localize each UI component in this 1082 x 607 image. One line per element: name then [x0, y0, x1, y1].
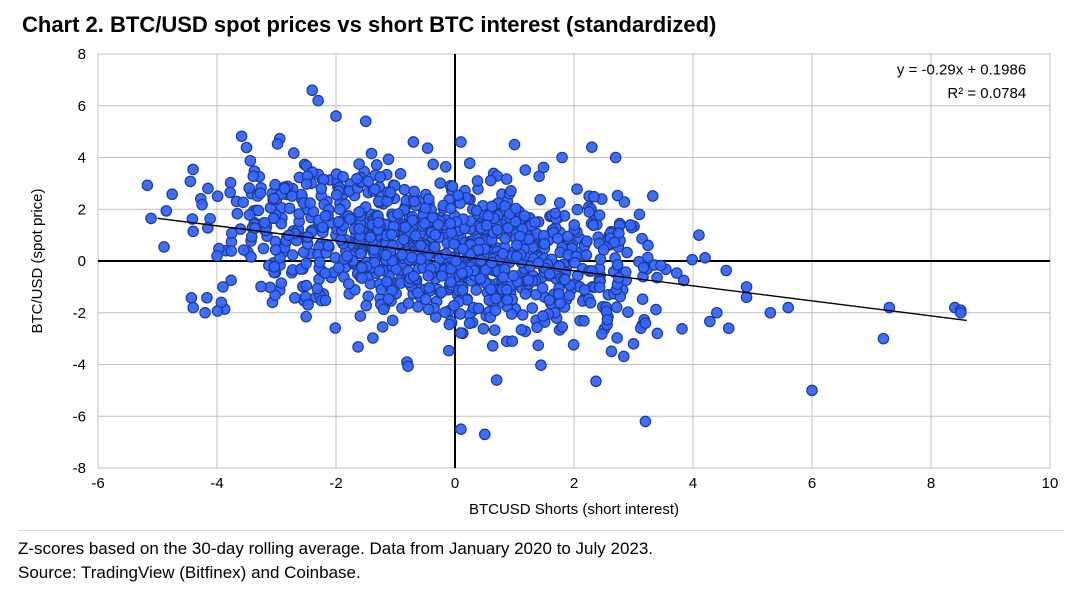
svg-text:4: 4 — [689, 475, 697, 492]
svg-text:-2: -2 — [73, 305, 86, 322]
svg-text:4: 4 — [78, 150, 86, 167]
svg-text:10: 10 — [1042, 475, 1059, 492]
svg-text:8: 8 — [927, 475, 935, 492]
svg-text:y = -0.29x + 0.1986: y = -0.29x + 0.1986 — [897, 62, 1026, 79]
svg-text:-4: -4 — [210, 475, 223, 492]
svg-text:2: 2 — [78, 201, 86, 218]
svg-text:BTCUSD Shorts (short interest): BTCUSD Shorts (short interest) — [469, 501, 679, 518]
svg-text:-4: -4 — [73, 357, 86, 374]
svg-text:8: 8 — [78, 46, 86, 63]
chart-plot-area: -6 -4 -2 0 2 4 6 8 10 -8 -6 -4 -2 0 2 4 6 8 BTCUSD Shorts … — [18, 44, 1064, 524]
footer-note-2: Source: TradingView (Bitfinex) and Coinb… — [18, 562, 1064, 585]
svg-text:0: 0 — [451, 475, 459, 492]
footer-note-1: Z-scores based on the 30-day rolling ave… — [18, 538, 1064, 561]
svg-text:-6: -6 — [73, 408, 86, 425]
scatter-chart-svg: -6 -4 -2 0 2 4 6 8 10 -8 -6 -4 -2 0 2 4 6 8 BTCUSD Shorts … — [18, 44, 1064, 524]
svg-text:R² = 0.0784: R² = 0.0784 — [947, 85, 1026, 102]
svg-text:6: 6 — [808, 475, 816, 492]
svg-text:0: 0 — [78, 253, 86, 270]
svg-text:6: 6 — [78, 98, 86, 115]
chart-container: Chart 2. BTC/USD spot prices vs short BT… — [0, 0, 1082, 607]
svg-text:-2: -2 — [329, 475, 342, 492]
svg-text:-6: -6 — [91, 475, 104, 492]
chart-footer: Z-scores based on the 30-day rolling ave… — [18, 530, 1064, 585]
chart-title: Chart 2. BTC/USD spot prices vs short BT… — [22, 12, 1064, 38]
svg-text:BTC/USD (spot price): BTC/USD (spot price) — [29, 188, 46, 333]
svg-text:2: 2 — [570, 475, 578, 492]
svg-text:-8: -8 — [73, 460, 86, 477]
